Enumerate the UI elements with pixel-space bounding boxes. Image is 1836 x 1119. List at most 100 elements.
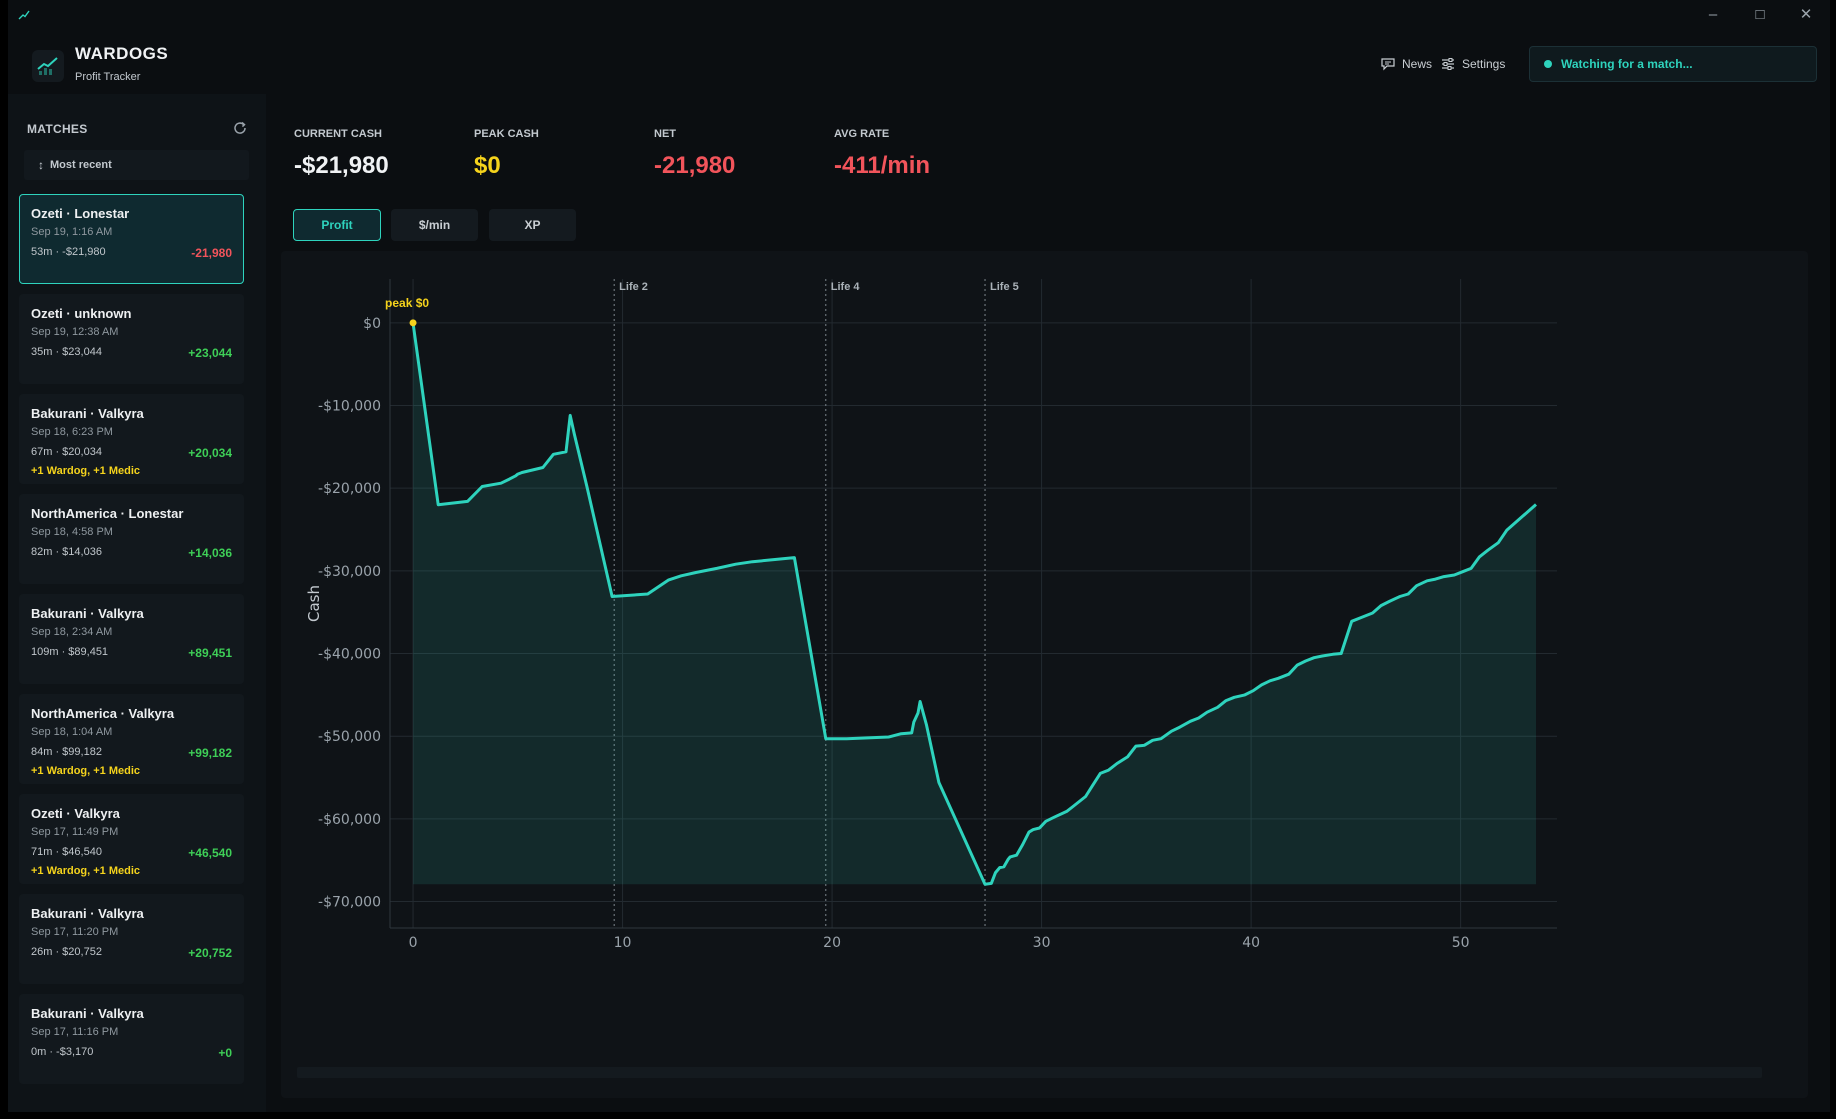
match-list: Ozeti · Lonestar Sep 19, 1:16 AM 53m · -$2…	[19, 194, 255, 1094]
x-tick-label: 20	[823, 935, 841, 951]
series-line	[411, 322, 1537, 886]
x-tick-label: 50	[1452, 935, 1470, 951]
match-date: Sep 19, 1:16 AM	[31, 226, 113, 238]
tab-xp[interactable]: XP	[489, 209, 576, 241]
logo-icon	[32, 50, 64, 82]
match-date: Sep 17, 11:49 PM	[31, 826, 119, 838]
net-value: -21,980	[654, 152, 736, 179]
sort-dropdown[interactable]: ↕ Most recent	[24, 150, 249, 180]
life-marker-label: Life 5	[990, 281, 1019, 293]
y-tick-label: -$40,000	[318, 647, 381, 663]
match-net: +14,036	[188, 546, 232, 560]
match-net: +20,034	[188, 446, 232, 460]
app-chart-icon	[18, 10, 30, 20]
series-area	[413, 322, 1536, 885]
sort-icon: ↕	[38, 158, 44, 172]
life-marker-label: Life 4	[831, 281, 861, 293]
main-panel: CURRENT CASH -$21,980 PEAK CASH $0 NET -…	[266, 94, 1830, 1112]
status-text: Watching for a match...	[1561, 57, 1693, 71]
match-title: NorthAmerica · Lonestar	[31, 506, 184, 521]
match-card[interactable]: Bakurani · Valkyra Sep 18, 2:34 AM 109m · …	[19, 594, 244, 684]
match-meta: 26m · $20,752	[31, 946, 102, 958]
match-net: +46,540	[188, 846, 232, 860]
peak-point	[409, 319, 417, 327]
y-tick-label: -$60,000	[318, 812, 381, 828]
profit-chart-svg: $0 -$10,000 -$20,000 -$30,000 -$40,000 -$50,0…	[305, 279, 1557, 951]
y-tick-label: -$70,000	[318, 895, 381, 911]
y-tick-label: -$30,000	[318, 564, 381, 580]
match-meta: 109m · $89,451	[31, 646, 109, 658]
x-tick-label: 0	[409, 935, 418, 951]
match-title: Ozeti · unknown	[31, 306, 132, 321]
match-date: Sep 18, 6:23 PM	[31, 426, 113, 438]
maximize-button[interactable]: □	[1755, 6, 1765, 23]
match-bonus: +1 Wardog, +1 Medic	[31, 465, 141, 477]
matches-sidebar: MATCHES ↕ Most recent Ozeti · Lonestar Se…	[8, 94, 266, 1112]
current-cash-label: CURRENT CASH	[294, 128, 382, 140]
match-title: NorthAmerica · Valkyra	[31, 706, 175, 721]
y-tick-label: -$20,000	[318, 481, 381, 497]
match-date: Sep 18, 2:34 AM	[31, 626, 113, 638]
match-bonus: +1 Wardog, +1 Medic	[31, 865, 141, 877]
avg-rate-label: AVG RATE	[834, 128, 890, 140]
minimize-button[interactable]: –	[1708, 6, 1718, 23]
peak-label: peak $0	[385, 296, 429, 310]
close-button[interactable]: ✕	[1799, 6, 1813, 23]
match-meta: 71m · $46,540	[31, 846, 102, 858]
match-title: Bakurani · Valkyra	[31, 406, 144, 421]
match-title: Bakurani · Valkyra	[31, 606, 144, 621]
status-dot-icon	[1544, 60, 1552, 68]
match-date: Sep 18, 1:04 AM	[31, 726, 113, 738]
app-title: WARDOGS	[75, 44, 169, 63]
news-link[interactable]: News	[1380, 54, 1432, 74]
y-tick-label: -$50,000	[318, 729, 381, 745]
app-subtitle: Profit Tracker	[75, 71, 141, 83]
news-icon	[1381, 58, 1395, 71]
peak-cash-value: $0	[474, 152, 501, 179]
match-card[interactable]: Bakurani · Valkyra Sep 18, 6:23 PM 67m · $…	[19, 394, 244, 484]
app-header: WARDOGS Profit Tracker News Settings	[8, 30, 1830, 94]
match-card[interactable]: Ozeti · Valkyra Sep 17, 11:49 PM 71m · $46…	[19, 794, 244, 884]
match-net: +23,044	[188, 346, 232, 360]
net-label: NET	[654, 128, 676, 140]
match-net: -21,980	[191, 246, 232, 260]
match-meta: 0m · -$3,170	[31, 1046, 94, 1058]
match-title: Ozeti · Lonestar	[31, 206, 130, 221]
sliders-icon	[1442, 58, 1454, 70]
match-bonus: +1 Wardog, +1 Medic	[31, 765, 141, 777]
match-date: Sep 17, 11:20 PM	[31, 926, 119, 938]
chart-scrollbar[interactable]	[297, 1067, 1762, 1078]
match-title: Ozeti · Valkyra	[31, 806, 120, 821]
y-tick-label: -$10,000	[318, 398, 381, 414]
settings-link[interactable]: Settings	[1440, 54, 1505, 74]
x-tick-label: 40	[1242, 935, 1260, 951]
y-axis-title: Cash	[305, 585, 323, 622]
avg-rate-value: -411/min	[834, 152, 931, 179]
match-net: +99,182	[188, 746, 232, 760]
match-card[interactable]: Ozeti · Lonestar Sep 19, 1:16 AM 53m · -$2…	[19, 194, 244, 284]
refresh-icon[interactable]	[232, 120, 248, 136]
match-title: Bakurani · Valkyra	[31, 906, 144, 921]
match-date: Sep 17, 11:16 PM	[31, 1026, 119, 1038]
tab-rate[interactable]: $/min	[391, 209, 478, 241]
peak-cash-label: PEAK CASH	[474, 128, 539, 140]
match-title: Bakurani · Valkyra	[31, 1006, 144, 1021]
match-card[interactable]: Bakurani · Valkyra Sep 17, 11:20 PM 26m · …	[19, 894, 244, 984]
match-meta: 82m · $14,036	[31, 546, 102, 558]
tab-profit[interactable]: Profit	[293, 209, 381, 241]
title-bar: – □ ✕	[8, 0, 1830, 30]
match-meta: 35m · $23,044	[31, 346, 102, 358]
match-card[interactable]: NorthAmerica · Lonestar Sep 18, 4:58 PM 82…	[19, 494, 244, 584]
news-label: News	[1402, 57, 1433, 71]
match-date: Sep 18, 4:58 PM	[31, 526, 113, 538]
match-meta: 67m · $20,034	[31, 446, 102, 458]
sort-label: Most recent	[50, 159, 112, 171]
current-cash-value: -$21,980	[294, 152, 389, 179]
match-card[interactable]: NorthAmerica · Valkyra Sep 18, 1:04 AM 84m…	[19, 694, 244, 784]
app-window: – □ ✕ WARDOGS Profit Tracker News	[8, 0, 1830, 1112]
match-card[interactable]: Bakurani · Valkyra Sep 17, 11:16 PM 0m · -…	[19, 994, 244, 1084]
settings-label: Settings	[1462, 57, 1506, 71]
life-marker-label: Life 2	[619, 281, 648, 293]
match-card[interactable]: Ozeti · unknown Sep 19, 12:38 AM 35m · $23…	[19, 294, 244, 384]
profit-chart: $0 -$10,000 -$20,000 -$30,000 -$40,000 -$50,0…	[281, 251, 1808, 1098]
